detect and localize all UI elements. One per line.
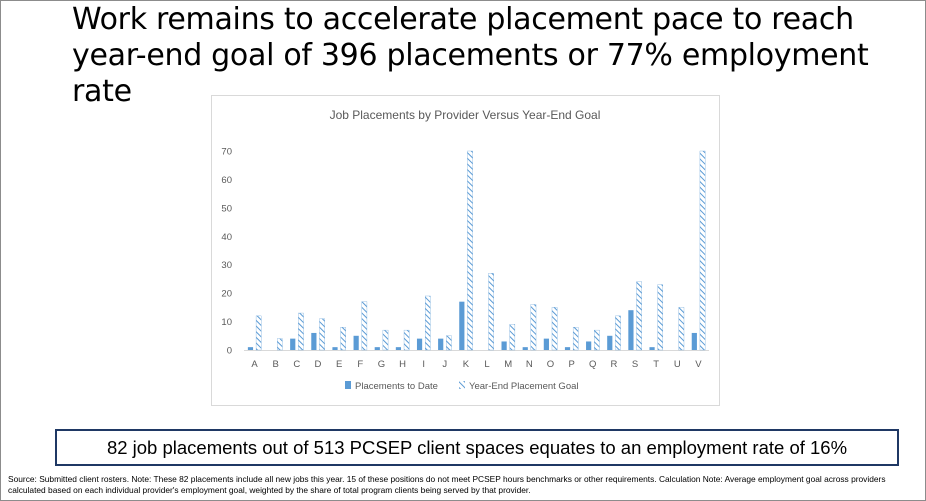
x-tick-label: F xyxy=(357,359,363,370)
y-tick-label: 40 xyxy=(221,232,232,243)
x-tick-label: P xyxy=(568,359,574,370)
x-tick-label: T xyxy=(653,359,659,370)
x-tick-label: D xyxy=(315,359,322,370)
bar-placements-K xyxy=(459,301,465,350)
bar-placements-M xyxy=(501,341,507,350)
x-axis: A B C D E F G H I J K L M N O P Q R S T U V xyxy=(244,350,709,370)
x-tick-label: K xyxy=(463,359,470,370)
x-tick-label: N xyxy=(526,359,533,370)
bar-goal-L xyxy=(488,273,494,351)
bar-goal-C xyxy=(298,312,304,351)
x-tick-label: B xyxy=(273,359,279,370)
legend-swatch-placements xyxy=(345,381,351,389)
employment-rate-callout: 82 job placements out of 513 PCSEP clien… xyxy=(55,429,899,466)
bar-goal-M xyxy=(509,324,516,351)
y-tick-label: 20 xyxy=(221,289,232,300)
bar-placements-S xyxy=(628,310,634,350)
legend: Placements to Date Year-End Placement Goa… xyxy=(345,381,579,392)
x-tick-label: M xyxy=(504,359,512,370)
x-tick-label: H xyxy=(399,359,406,370)
y-tick-label: 70 xyxy=(221,147,232,158)
bar-placements-N xyxy=(522,347,528,350)
bar-placements-J xyxy=(438,338,444,350)
bar-placements-O xyxy=(543,338,549,350)
bar-goal-I xyxy=(425,295,431,351)
bar-goal-T xyxy=(657,284,664,351)
bar-goal-O xyxy=(551,307,558,351)
bar-placements-D xyxy=(311,332,317,350)
bar-placements-T xyxy=(649,347,655,350)
x-tick-label: A xyxy=(251,359,258,370)
x-tick-label: S xyxy=(632,359,638,370)
slide-title: Work remains to accelerate placement pac… xyxy=(72,2,869,109)
x-tick-label: I xyxy=(422,359,425,370)
bar-placements-R xyxy=(607,335,613,350)
bar-goal-E xyxy=(340,327,346,351)
bar-placements-V xyxy=(691,332,697,350)
bar-goal-V xyxy=(699,150,706,351)
x-tick-label: E xyxy=(336,359,342,370)
bar-goal-Q xyxy=(594,329,600,351)
x-tick-label: C xyxy=(293,359,300,370)
bar-goal-N xyxy=(530,304,537,351)
y-axis: 0 10 20 30 40 50 60 70 xyxy=(221,147,232,357)
bar-placements-Q xyxy=(586,341,592,350)
x-tick-label: Q xyxy=(589,359,596,370)
chart-title: Job Placements by Provider Versus Year-E… xyxy=(330,108,601,122)
source-footnote: Source: Submitted client rosters. Note: … xyxy=(8,474,886,495)
x-tick-label: O xyxy=(547,359,554,370)
bar-goal-U xyxy=(678,307,685,351)
bar-goal-A xyxy=(255,315,262,351)
bar-placements-F xyxy=(353,335,359,350)
bar-placements-E xyxy=(332,347,338,350)
y-tick-label: 50 xyxy=(221,203,232,214)
x-tick-label: R xyxy=(610,359,617,370)
bar-goal-D xyxy=(319,318,325,351)
x-tick-label: G xyxy=(378,359,385,370)
bar-chart: Job Placements by Provider Versus Year-E… xyxy=(221,108,709,392)
x-tick-label: V xyxy=(695,359,702,370)
x-tick-label: U xyxy=(674,359,681,370)
legend-label-placements: Placements to Date xyxy=(355,381,438,392)
bar-placements-P xyxy=(564,347,571,350)
bar-goal-P xyxy=(572,327,579,351)
y-tick-label: 30 xyxy=(221,260,232,271)
bar-goal-B xyxy=(277,338,283,351)
bar-goal-K xyxy=(467,150,473,351)
legend-swatch-goal xyxy=(459,381,465,389)
bar-placements-C xyxy=(290,338,296,350)
bar-goal-F xyxy=(361,301,368,351)
bar-placements-H xyxy=(395,347,402,350)
bar-goal-G xyxy=(382,329,389,351)
bar-goal-S xyxy=(636,281,642,351)
y-tick-label: 10 xyxy=(221,317,232,328)
chart-container: Job Placements by Provider Versus Year-E… xyxy=(211,95,720,406)
bars-group xyxy=(247,150,706,351)
bar-goal-R xyxy=(615,315,621,351)
bar-goal-J xyxy=(446,335,452,351)
bar-goal-H xyxy=(403,329,410,351)
bar-placements-I xyxy=(416,338,423,350)
bar-placements-G xyxy=(374,347,380,350)
x-tick-label: J xyxy=(442,359,447,370)
y-tick-label: 0 xyxy=(227,346,232,357)
x-tick-label: L xyxy=(484,359,489,370)
bar-placements-A xyxy=(247,347,254,350)
legend-label-goal: Year-End Placement Goal xyxy=(469,381,579,392)
y-tick-label: 60 xyxy=(221,175,232,186)
